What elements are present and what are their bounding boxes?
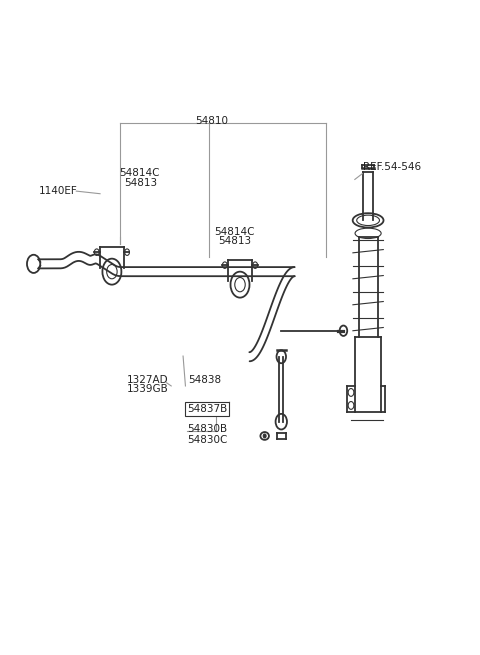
- Text: REF.54-546: REF.54-546: [363, 162, 421, 172]
- Text: 54837B: 54837B: [187, 404, 227, 414]
- Text: 1140EF: 1140EF: [38, 186, 77, 196]
- Text: 54813: 54813: [219, 236, 252, 246]
- Circle shape: [263, 434, 266, 438]
- Text: 54810: 54810: [195, 116, 228, 126]
- Text: 54830B: 54830B: [187, 424, 227, 434]
- Text: 54814C: 54814C: [214, 227, 254, 236]
- Text: 54813: 54813: [124, 178, 157, 188]
- Text: 54814C: 54814C: [119, 168, 159, 178]
- Text: 54838: 54838: [188, 375, 221, 384]
- Text: 54830C: 54830C: [187, 436, 227, 445]
- Text: 1327AD: 1327AD: [127, 375, 168, 384]
- Text: 1339GB: 1339GB: [127, 384, 169, 394]
